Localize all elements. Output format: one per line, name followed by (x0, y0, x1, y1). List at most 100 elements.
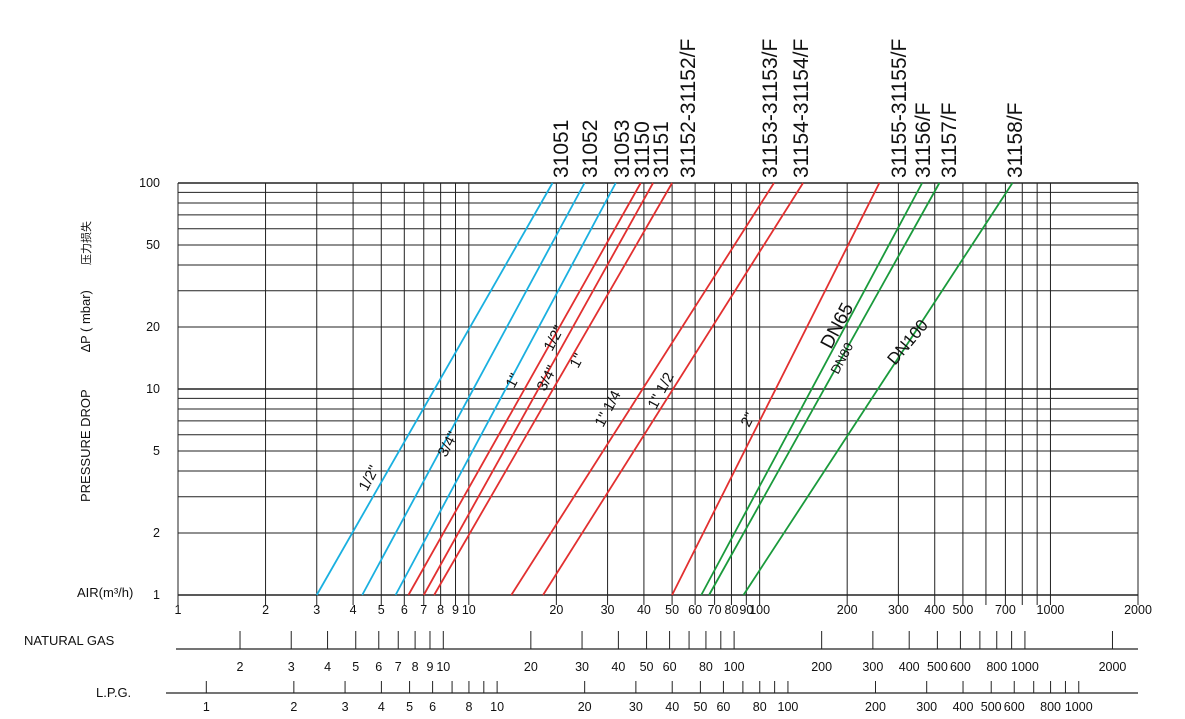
lpg-tick-label: 60 (716, 700, 730, 714)
y-tick-label: 100 (139, 176, 160, 190)
natural-gas-tick-label: 3 (288, 660, 295, 674)
lpg-tick-label: 200 (865, 700, 886, 714)
air-tick-label: 20 (549, 603, 563, 617)
lpg-tick-label: 4 (378, 700, 385, 714)
air-tick-label: 80 (725, 603, 739, 617)
model-number-label: 31151 (650, 121, 673, 178)
air-tick-label: 10 (462, 603, 476, 617)
x-axis-lpg-label: L.P.G. (96, 685, 131, 700)
axes-layer: PRESSURE DROP ∆P ( mbar) 压力损失 AIR(m³/h) … (24, 176, 1152, 714)
series-line (700, 182, 923, 596)
series-line (671, 182, 881, 596)
natural-gas-tick-label: 400 (899, 660, 920, 674)
natural-gas-tick-label: 10 (436, 660, 450, 674)
air-tick-label: 9 (452, 603, 459, 617)
air-tick-label: 3 (313, 603, 320, 617)
series-line (407, 182, 642, 596)
chart-grid (177, 182, 1139, 605)
model-number-label: 31153-31153/F (759, 39, 782, 178)
series-line (394, 182, 617, 596)
lpg-tick-label: 2 (290, 700, 297, 714)
lpg-tick-label: 40 (665, 700, 679, 714)
air-tick-label: 2 (262, 603, 269, 617)
lpg-tick-label: 20 (578, 700, 592, 714)
air-tick-label: 50 (665, 603, 679, 617)
natural-gas-tick-label: 40 (611, 660, 625, 674)
connection-size-label: 1" (567, 351, 588, 371)
lpg-tick-label: 8 (465, 700, 472, 714)
y-tick-label: 1 (153, 588, 160, 602)
air-tick-label: 100 (749, 603, 770, 617)
lpg-tick-label: 3 (342, 700, 349, 714)
lpg-tick-label: 600 (1004, 700, 1025, 714)
natural-gas-tick-label: 100 (724, 660, 745, 674)
air-tick-label: 6 (401, 603, 408, 617)
series-line (708, 182, 941, 596)
natural-gas-tick-label: 50 (640, 660, 654, 674)
model-number-label: 31158/F (1004, 103, 1027, 179)
natural-gas-tick-label: 4 (324, 660, 331, 674)
model-number-label: 31152-31152/F (677, 39, 700, 178)
air-tick-label: 1 (175, 603, 182, 617)
series-line (433, 182, 673, 596)
y-axis-label: PRESSURE DROP (78, 389, 93, 502)
connection-size-label: DN100 (884, 316, 933, 369)
lpg-tick-label: 1000 (1065, 700, 1093, 714)
lpg-tick-label: 800 (1040, 700, 1061, 714)
air-tick-label: 70 (708, 603, 722, 617)
air-tick-label: 40 (637, 603, 651, 617)
lpg-tick-label: 5 (406, 700, 413, 714)
model-number-label: 31155-31155/F (888, 39, 911, 178)
x-axis-air-label: AIR(m³/h) (77, 585, 133, 600)
natural-gas-tick-label: 20 (524, 660, 538, 674)
x-axis-natural-gas-label: NATURAL GAS (24, 633, 115, 648)
series-line (361, 182, 586, 596)
air-tick-label: 30 (601, 603, 615, 617)
series-line (742, 182, 1014, 596)
natural-gas-tick-label: 2 (237, 660, 244, 674)
natural-gas-tick-label: 7 (395, 660, 402, 674)
air-tick-label: 2000 (1124, 603, 1152, 617)
model-number-label: 31052 (579, 120, 602, 178)
air-tick-label: 5 (378, 603, 385, 617)
model-number-label: 31051 (550, 120, 573, 178)
y-tick-label: 2 (153, 526, 160, 540)
connection-size-label: 1/2" (356, 463, 383, 494)
lpg-tick-label: 1 (203, 700, 210, 714)
natural-gas-tick-label: 600 (950, 660, 971, 674)
natural-gas-tick-label: 6 (375, 660, 382, 674)
y-tick-label: 20 (146, 320, 160, 334)
y-tick-label: 50 (146, 238, 160, 252)
natural-gas-tick-label: 300 (862, 660, 883, 674)
model-number-label: 31150 (631, 121, 654, 178)
air-tick-label: 7 (420, 603, 427, 617)
natural-gas-tick-label: 500 (927, 660, 948, 674)
model-number-label: 31156/F (912, 103, 935, 179)
lpg-tick-label: 6 (429, 700, 436, 714)
natural-gas-tick-label: 200 (811, 660, 832, 674)
series-layer (315, 182, 1014, 596)
lpg-tick-label: 30 (629, 700, 643, 714)
air-tick-label: 200 (837, 603, 858, 617)
natural-gas-tick-label: 5 (352, 660, 359, 674)
air-tick-label: 400 (924, 603, 945, 617)
air-tick-label: 500 (952, 603, 973, 617)
natural-gas-tick-label: 2000 (1099, 660, 1127, 674)
lpg-tick-label: 500 (981, 700, 1002, 714)
natural-gas-tick-label: 9 (427, 660, 434, 674)
y-axis-chinese-label: 压力损失 (79, 221, 93, 265)
natural-gas-tick-label: 30 (575, 660, 589, 674)
air-tick-label: 700 (995, 603, 1016, 617)
air-tick-label: 8 (437, 603, 444, 617)
natural-gas-tick-label: 60 (663, 660, 677, 674)
natural-gas-tick-label: 8 (412, 660, 419, 674)
air-tick-label: 60 (688, 603, 702, 617)
lpg-tick-label: 100 (778, 700, 799, 714)
model-number-label: 31157/F (938, 103, 961, 179)
series-line (315, 182, 554, 596)
y-tick-label: 5 (153, 444, 160, 458)
series-line (422, 182, 654, 596)
model-number-label: 31053 (611, 120, 634, 178)
air-tick-label: 1000 (1037, 603, 1065, 617)
